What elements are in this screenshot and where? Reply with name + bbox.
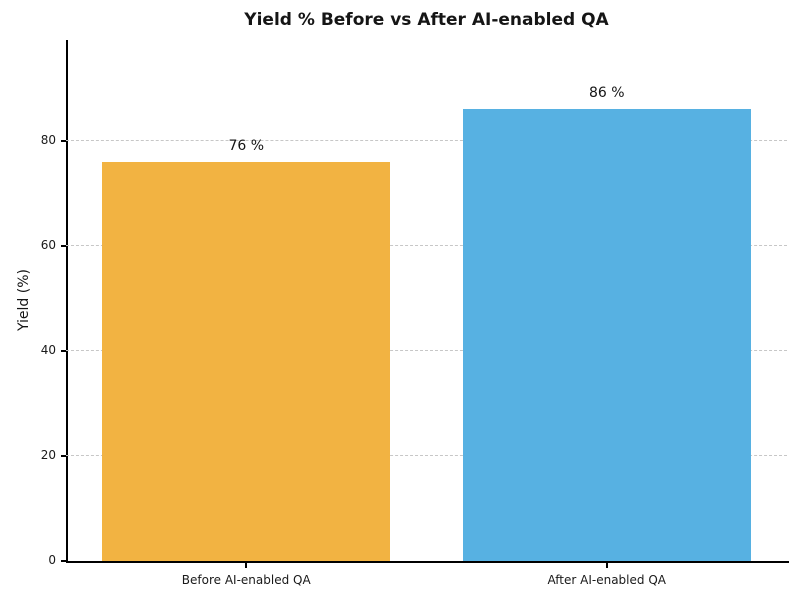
bar-value-label: 86 %	[588, 85, 625, 102]
chart-title: Yield % Before vs After AI-enabled QA	[244, 10, 609, 30]
gridline	[66, 349, 787, 351]
gridline	[66, 454, 787, 456]
y-tick-mark	[61, 560, 66, 562]
x-tick-label: After AI-enabled QA	[547, 573, 666, 587]
y-tick-mark	[61, 139, 66, 142]
x-tick-mark	[245, 563, 248, 568]
y-tick-label: 20	[40, 447, 56, 462]
y-tick-mark	[61, 349, 66, 352]
y-tick-label: 80	[40, 132, 56, 147]
y-axis-label: Yield (%)	[16, 268, 32, 332]
x-tick-mark	[605, 563, 608, 568]
x-tick-label: Before AI-enabled QA	[181, 573, 311, 587]
gridline	[66, 244, 787, 246]
y-tick-mark	[61, 244, 66, 247]
bar-value-label: 76 %	[228, 137, 265, 154]
bar	[102, 161, 391, 561]
y-tick-label: 40	[40, 342, 56, 357]
y-tick-label: 60	[40, 237, 56, 252]
y-tick-label: 0	[48, 553, 56, 567]
bar	[462, 109, 751, 561]
gridline	[66, 139, 787, 141]
y-tick-mark	[61, 454, 66, 457]
plot-area	[66, 40, 789, 563]
